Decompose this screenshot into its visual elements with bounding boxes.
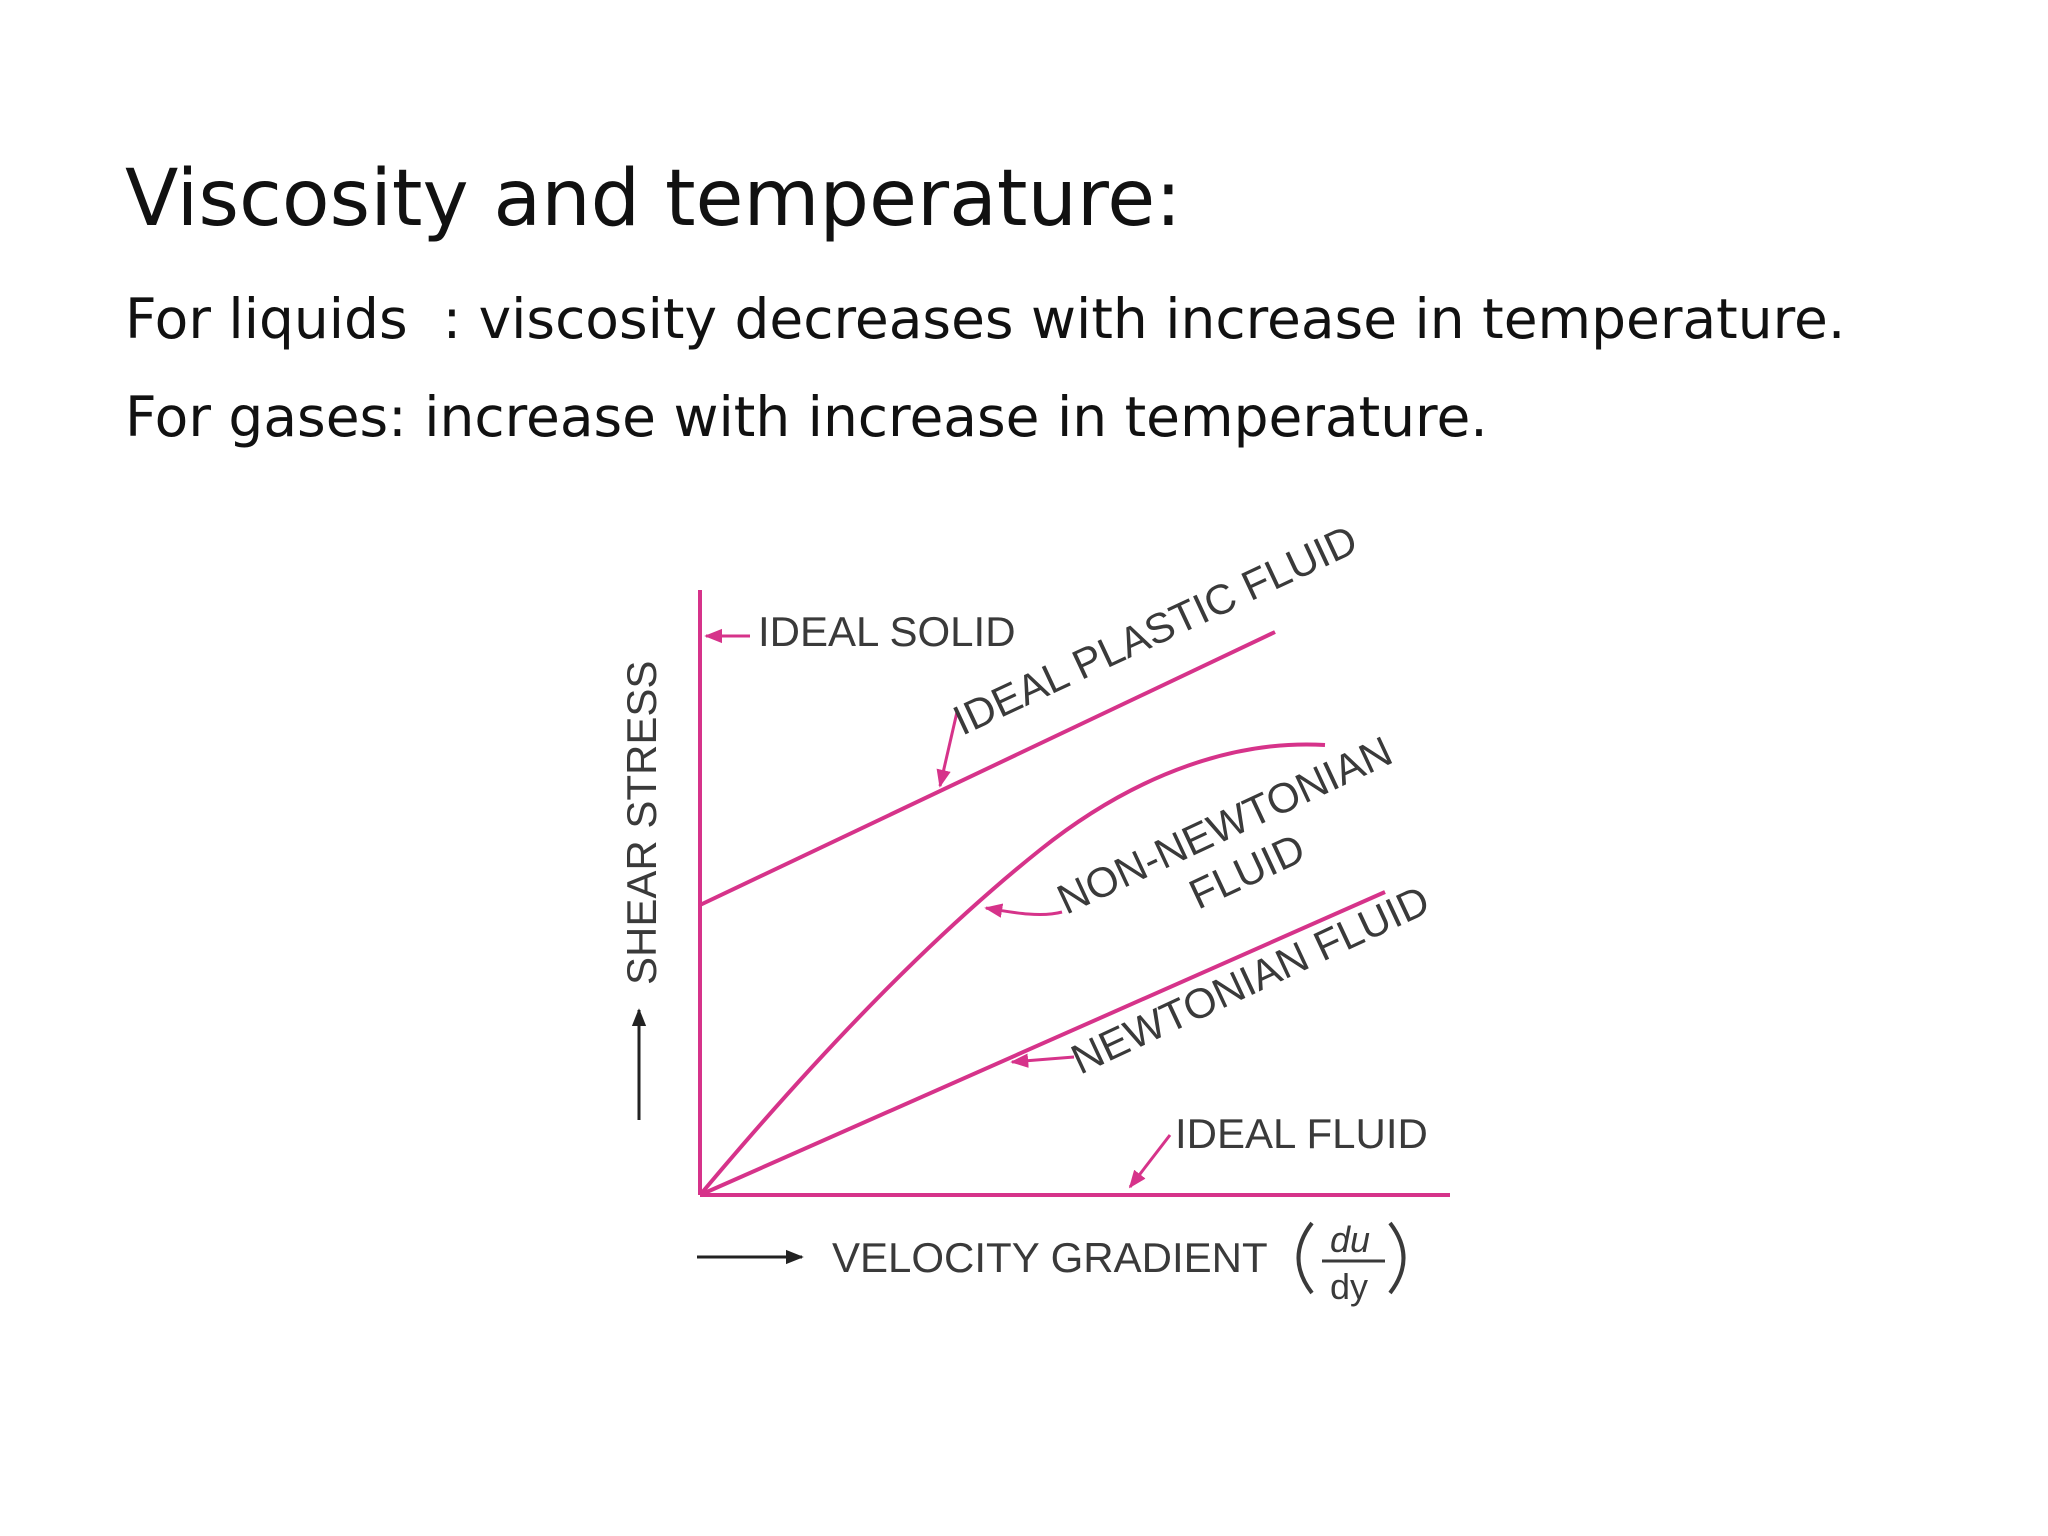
newtonian-fluid-label: NEWTONIAN FLUID (1064, 876, 1436, 1083)
x-axis-fraction-right-paren (1388, 1221, 1406, 1295)
y-axis-label: SHEAR STRESS (618, 661, 665, 985)
liquids-statement: For liquids : viscosity decreases with i… (125, 287, 1846, 351)
ideal-plastic-fluid-line (699, 630, 1276, 907)
non-newtonian-fluid-curve (698, 742, 1326, 1197)
slide-title: Viscosity and temperature: (125, 154, 1182, 244)
newtonian-fluid-arrow (1010, 1053, 1075, 1068)
gases-statement: For gases: increase with increase in tem… (125, 385, 1488, 449)
x-axis-fraction-denominator: dy (1330, 1266, 1368, 1307)
x-axis-fraction-left-paren (1296, 1221, 1314, 1295)
ideal-solid-label: IDEAL SOLID (758, 608, 1016, 655)
x-axis-label: VELOCITY GRADIENT (832, 1234, 1268, 1281)
ideal-fluid-arrow (1128, 1134, 1172, 1189)
x-axis-fraction-numerator: du (1330, 1219, 1370, 1260)
non-newtonian-fluid-arrow (984, 903, 1063, 918)
newtonian-fluid-line (699, 890, 1386, 1197)
ideal-fluid-label: IDEAL FLUID (1175, 1110, 1428, 1157)
ideal-plastic-fluid-arrow (936, 711, 959, 788)
